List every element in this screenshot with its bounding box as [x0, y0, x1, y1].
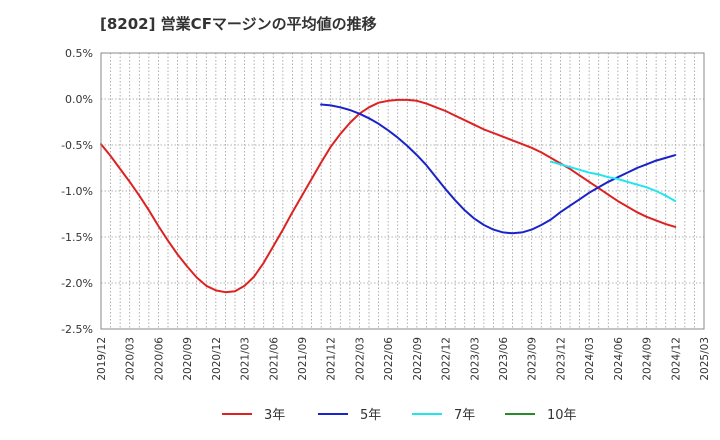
grid-lines	[101, 52, 704, 330]
x-tick-label: 2021/03	[240, 337, 252, 381]
legend-label: 10年	[547, 408, 577, 423]
x-tick-label: 2021/09	[297, 337, 309, 381]
x-tick-label: 2021/06	[268, 337, 280, 381]
y-tick-label: 0.5%	[65, 47, 93, 60]
x-tick-label: 2023/03	[469, 337, 481, 381]
chart-title: [8202] 営業CFマージンの平均値の推移	[100, 15, 377, 33]
y-tick-label: -1.0%	[61, 185, 93, 198]
x-tick-label: 2022/09	[412, 337, 424, 381]
y-tick-label: 0.0%	[65, 93, 93, 106]
y-tick-label: -0.5%	[61, 139, 93, 152]
x-tick-label: 2020/06	[153, 337, 165, 381]
x-tick-label: 2020/09	[182, 337, 194, 381]
series-line	[100, 98, 677, 294]
y-axis-ticks: 0.5% 0.0% -0.5% -1.0% -1.5% -2.0% -2.5%	[61, 47, 93, 336]
x-axis-ticks: 2019/12 2020/03 2020/06 2020/09 2020/12 2021/…	[96, 337, 711, 381]
series-line	[549, 160, 677, 203]
x-tick-label: 2024/12	[670, 337, 682, 381]
x-tick-label: 2024/03	[584, 337, 596, 381]
x-tick-label: 2023/09	[527, 337, 539, 381]
x-tick-label: 2025/03	[699, 337, 711, 381]
x-tick-label: 2019/12	[96, 337, 108, 381]
legend: 3年 5年 7年 10年	[222, 408, 577, 423]
legend-label: 5年	[360, 408, 381, 423]
x-tick-label: 2022/06	[383, 337, 395, 381]
series-lines	[100, 98, 677, 294]
x-tick-label: 2023/06	[498, 337, 510, 381]
x-tick-label: 2023/12	[555, 337, 567, 381]
x-tick-label: 2022/03	[354, 337, 366, 381]
x-tick-label: 2024/09	[642, 337, 654, 381]
x-tick-label: 2024/06	[613, 337, 625, 381]
y-tick-label: -2.5%	[61, 323, 93, 336]
y-tick-label: -2.0%	[61, 277, 93, 290]
x-tick-label: 2020/03	[125, 337, 137, 381]
y-tick-label: -1.5%	[61, 231, 93, 244]
x-tick-label: 2021/12	[326, 337, 338, 381]
legend-label: 3年	[264, 408, 285, 423]
legend-label: 7年	[454, 408, 475, 423]
x-tick-label: 2022/12	[441, 337, 453, 381]
plot-frame	[100, 52, 705, 330]
x-tick-label: 2020/12	[211, 337, 223, 381]
